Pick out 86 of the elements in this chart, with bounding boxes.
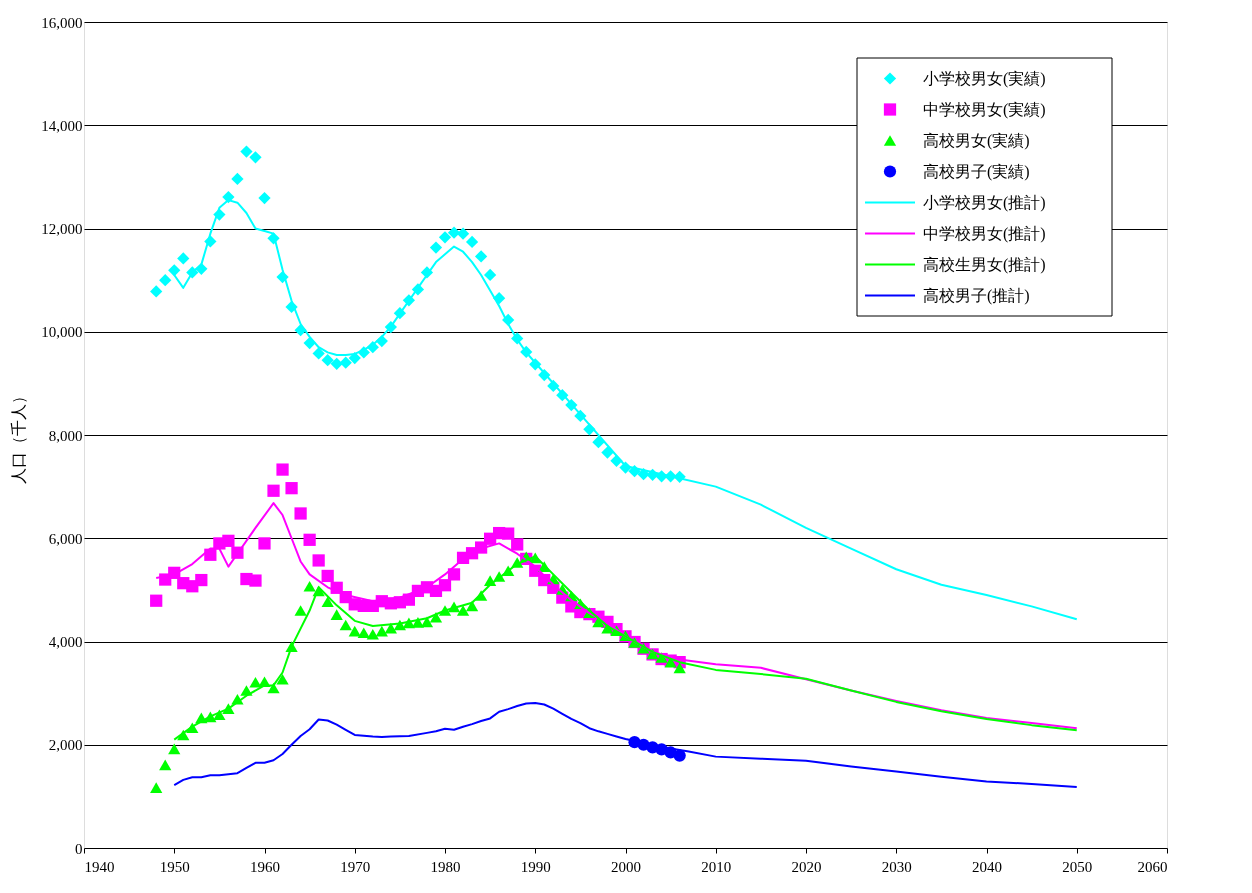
point	[150, 782, 163, 793]
point	[258, 537, 271, 550]
legend-label: 高校生男女(推計)	[923, 255, 1046, 274]
point	[276, 673, 289, 685]
legend-label: 小学校男女(推計)	[923, 193, 1046, 212]
point	[303, 533, 316, 546]
x-tick-label: 2040	[972, 858, 1002, 875]
point	[258, 191, 271, 205]
point	[267, 484, 280, 497]
x-tick-label: 1960	[250, 858, 280, 875]
x-tick-label: 1970	[340, 858, 371, 875]
point	[294, 507, 307, 520]
x-tick-label: 2000	[611, 858, 641, 875]
y-tick-label: 4,000	[48, 634, 83, 650]
y-tick-label: 14,000	[41, 117, 83, 134]
point	[673, 749, 686, 762]
point	[357, 627, 370, 639]
point	[276, 463, 289, 476]
point	[673, 662, 686, 674]
x-tick-label: 2060	[1137, 858, 1168, 875]
point	[438, 579, 452, 592]
point	[159, 759, 172, 771]
point	[420, 616, 434, 628]
legend-label: 中学校男女(実績)	[923, 100, 1046, 119]
y-tick-label: 6,000	[48, 530, 83, 547]
point	[150, 594, 163, 607]
point	[249, 574, 262, 587]
point	[330, 609, 343, 620]
point	[168, 264, 181, 277]
y-tick-label: 16,000	[41, 14, 83, 31]
point	[366, 628, 379, 640]
point	[222, 534, 235, 547]
point	[195, 573, 208, 587]
point	[159, 274, 172, 287]
x-tick-label: 1990	[520, 858, 551, 875]
y-tick-label: 0	[75, 840, 83, 857]
x-tick-label: 1940	[84, 858, 115, 875]
legend-label: 小学校男女(実績)	[923, 69, 1046, 88]
point	[348, 625, 361, 637]
point	[438, 231, 452, 244]
point	[447, 226, 461, 239]
point	[601, 446, 614, 459]
y-tick-label: 12,000	[41, 221, 83, 237]
y-tick-label: 10,000	[41, 324, 83, 341]
point	[321, 354, 334, 367]
x-tick-label: 2030	[881, 858, 912, 875]
point	[339, 619, 352, 631]
point	[285, 482, 298, 495]
point	[240, 145, 253, 158]
legend-label: 高校男女(実績)	[923, 131, 1030, 150]
point	[411, 617, 425, 628]
point	[465, 235, 479, 249]
point	[429, 241, 443, 254]
legend-label: 中学校男女(推計)	[923, 224, 1046, 243]
point	[456, 605, 470, 616]
y-axis-title: 人口（千人）	[10, 387, 28, 484]
legend-label: 高校男子(実績)	[923, 162, 1030, 181]
line-series	[155, 502, 1078, 730]
point	[339, 356, 352, 369]
point	[474, 250, 488, 263]
y-tick-label: 8,000	[48, 427, 83, 444]
x-tick-label: 1950	[159, 858, 190, 875]
point	[168, 743, 181, 755]
point	[484, 268, 497, 282]
x-tick-label: 2010	[701, 858, 732, 875]
point	[303, 580, 316, 592]
point	[150, 285, 163, 298]
point	[321, 596, 334, 608]
point	[502, 527, 515, 540]
point	[456, 227, 470, 240]
point	[294, 605, 307, 616]
x-tick-label: 1980	[430, 858, 461, 875]
point	[447, 568, 461, 581]
point	[312, 554, 325, 567]
point	[511, 538, 524, 551]
y-tick-label: 2,000	[48, 737, 83, 754]
legend-label: 高校男子(推計)	[923, 286, 1030, 305]
point	[321, 569, 334, 583]
x-tick-label: 2050	[1062, 858, 1093, 875]
point	[312, 347, 325, 360]
point	[249, 151, 262, 164]
point	[231, 172, 244, 186]
point	[177, 252, 190, 265]
point	[330, 357, 343, 370]
x-tick-label: 2020	[791, 858, 822, 875]
line-series	[173, 701, 1078, 789]
